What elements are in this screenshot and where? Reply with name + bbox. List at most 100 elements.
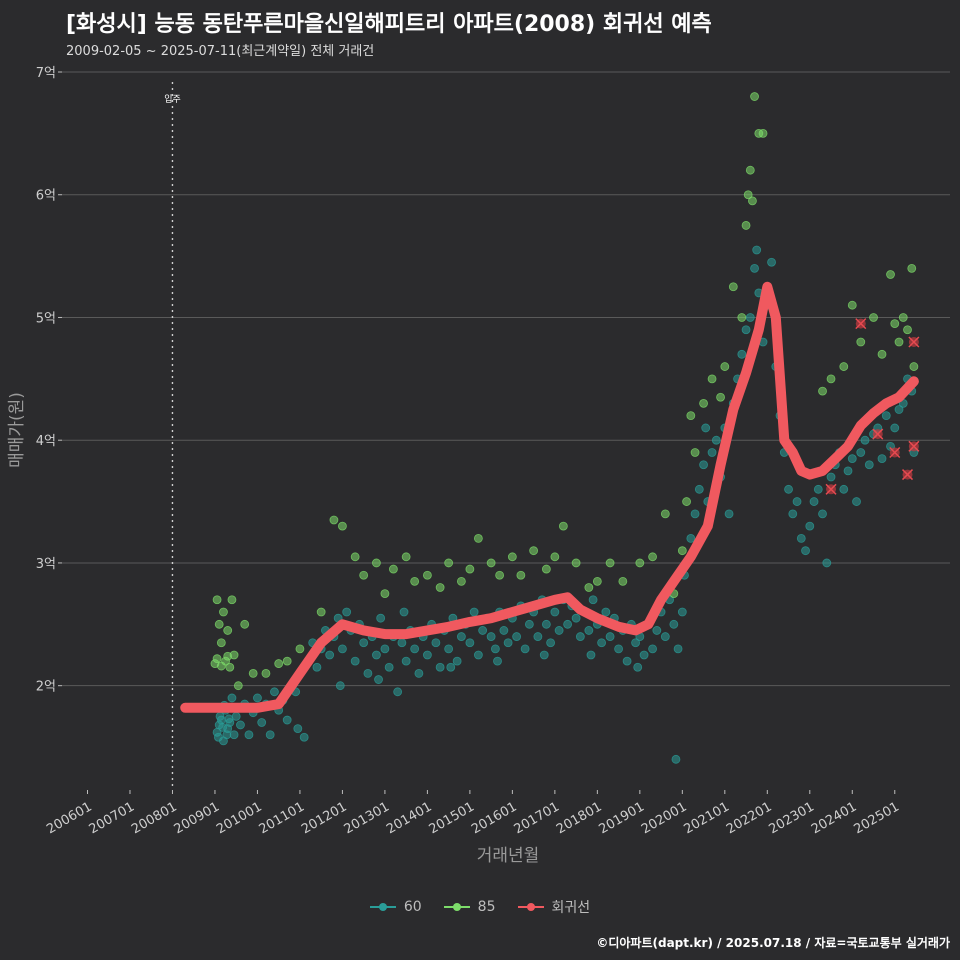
point-85 (748, 196, 757, 206)
point-60 (253, 693, 262, 703)
point-60 (244, 730, 254, 740)
x-tick-label: 200901 (172, 799, 222, 837)
point-85 (473, 533, 483, 543)
x-tick-label: 201501 (427, 799, 477, 837)
point-60 (380, 644, 390, 654)
point-60 (335, 681, 345, 691)
point-60 (694, 484, 704, 494)
point-60 (231, 711, 241, 721)
point-85 (486, 558, 496, 568)
point-85 (737, 313, 747, 322)
point-60 (864, 460, 874, 470)
x-tick-label: 201201 (299, 799, 349, 837)
point-85 (541, 564, 551, 574)
point-85 (444, 558, 454, 568)
x-tick-label: 201301 (342, 799, 392, 837)
point-60 (852, 497, 861, 506)
point-60 (724, 509, 734, 519)
legend-item-85: 85 (443, 897, 496, 917)
point-60 (493, 656, 502, 666)
point-85 (456, 576, 466, 586)
y-tick-label: 2억 (36, 680, 56, 695)
point-85 (558, 521, 568, 531)
point-60 (813, 484, 823, 494)
prediction-cross (855, 318, 867, 330)
point-60 (801, 546, 810, 556)
point-85 (338, 521, 347, 531)
point-85 (745, 165, 755, 175)
point-85 (212, 654, 222, 664)
point-60 (881, 411, 891, 421)
point-60 (473, 650, 483, 660)
point-85 (592, 576, 602, 586)
y-tick-label: 7억 (36, 66, 56, 81)
x-tick-label: 202501 (851, 799, 901, 837)
point-60 (847, 454, 857, 464)
point-60 (652, 626, 662, 635)
point-60 (605, 632, 615, 641)
point-60 (856, 448, 866, 457)
x-tick-label: 202001 (639, 799, 689, 837)
x-tick-label: 202301 (766, 799, 816, 837)
grid-lines (62, 71, 950, 687)
point-60 (265, 730, 275, 740)
point-85 (635, 558, 645, 568)
point-60 (745, 313, 755, 322)
point-85 (227, 595, 237, 605)
y-tick-label: 5억 (36, 311, 56, 326)
point-85 (890, 319, 900, 329)
prediction-cross (901, 469, 914, 481)
x-tick-label: 202201 (724, 799, 774, 837)
point-85 (529, 546, 539, 556)
point-60 (435, 662, 445, 672)
y-tick-label: 6억 (36, 189, 56, 204)
point-60 (707, 448, 717, 457)
x-tick-label: 201901 (597, 799, 647, 837)
point-60 (677, 607, 687, 617)
point-60 (588, 595, 598, 605)
point-60 (270, 687, 279, 697)
point-60 (601, 607, 611, 617)
point-60 (741, 325, 751, 335)
point-60 (338, 644, 347, 654)
chart-title: [화성시] 능동 동탄푸른마을신일해피트리 아파트(2008) 회귀선 예측 (66, 12, 712, 37)
point-85 (894, 337, 904, 347)
point-60 (673, 644, 683, 654)
point-85 (316, 607, 326, 617)
point-85 (818, 386, 827, 396)
point-60 (469, 607, 479, 617)
point-85 (728, 282, 738, 292)
point-60 (490, 644, 500, 654)
legend: 60 85 회귀선 (0, 897, 960, 917)
prediction-cross (825, 483, 837, 495)
point-60 (293, 724, 303, 734)
x-tick-label: 201001 (214, 799, 264, 837)
data-points (210, 92, 919, 764)
point-60 (541, 619, 551, 629)
legend-key-regression (517, 901, 544, 913)
point-85 (758, 128, 768, 138)
x-tick-label: 200801 (129, 799, 179, 837)
point-60 (550, 607, 560, 617)
legend-label-regression: 회귀선 (551, 900, 591, 916)
point-85 (660, 509, 670, 519)
point-60 (571, 613, 581, 623)
point-60 (631, 638, 640, 648)
point-60 (399, 607, 409, 617)
point-85 (716, 392, 725, 402)
point-60 (860, 435, 870, 445)
legend-label-60: 60 (403, 899, 422, 915)
prediction-cross (908, 440, 920, 452)
point-85 (223, 651, 233, 661)
x-tick-label: 200601 (44, 799, 94, 837)
point-60 (257, 718, 267, 727)
point-85 (359, 570, 369, 580)
point-60 (701, 423, 711, 433)
point-85 (225, 662, 235, 672)
point-60 (822, 558, 832, 568)
point-60 (350, 656, 360, 666)
point-85 (435, 583, 445, 592)
point-60 (512, 632, 522, 641)
point-60 (805, 521, 815, 531)
